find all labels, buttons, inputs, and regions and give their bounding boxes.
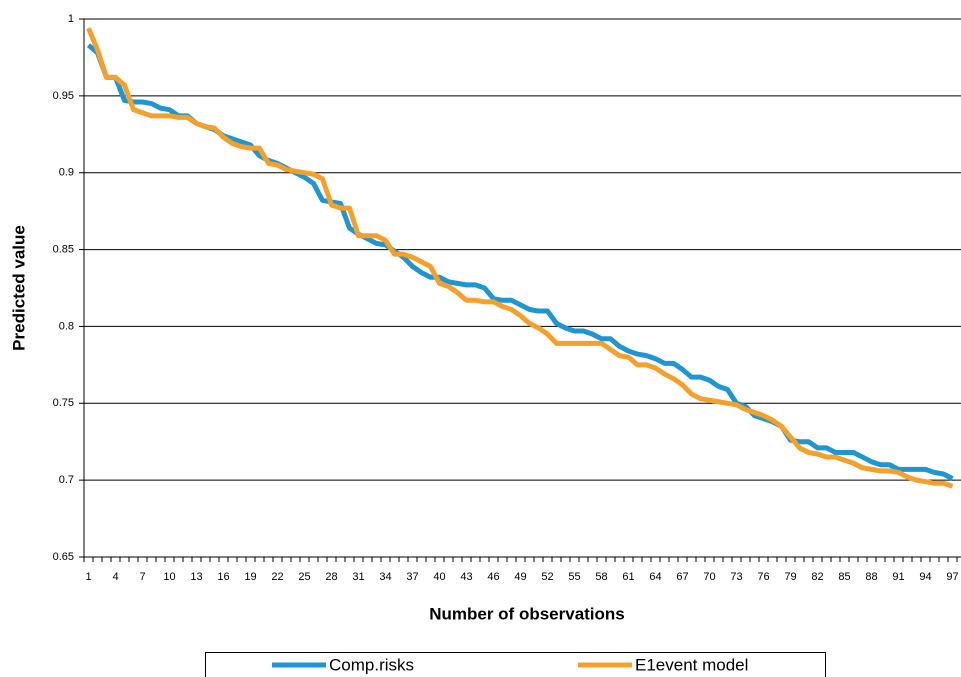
x-tick-label: 97 — [946, 571, 958, 583]
x-tick-label: 55 — [568, 571, 580, 583]
x-tick-label: 64 — [649, 571, 661, 583]
y-axis-title: Predicted value — [9, 225, 28, 351]
y-tick-label: 0.85 — [53, 243, 74, 255]
x-tick-label: 22 — [271, 571, 283, 583]
x-tick-label: 76 — [757, 571, 769, 583]
x-tick-label: 19 — [244, 571, 256, 583]
x-tick-label: 67 — [676, 571, 688, 583]
y-tick-label: 0.65 — [53, 551, 74, 563]
x-tick-label: 7 — [139, 571, 145, 583]
x-tick-label: 46 — [487, 571, 499, 583]
x-tick-label: 79 — [784, 571, 796, 583]
line-series — [86, 27, 954, 489]
y-tick-label: 1 — [68, 13, 74, 25]
x-tick-label: 52 — [541, 571, 553, 583]
x-tick-label: 13 — [190, 571, 202, 583]
x-tick-label: 73 — [730, 571, 742, 583]
x-tick-label: 34 — [379, 571, 391, 583]
x-tick-label: 28 — [325, 571, 337, 583]
x-tick-label: 31 — [352, 571, 364, 583]
x-tick-label: 4 — [112, 571, 118, 583]
y-tick-label: 0.95 — [53, 90, 74, 102]
y-tick-label: 0.9 — [59, 167, 74, 179]
x-tick-label: 1 — [85, 571, 91, 583]
x-tick-label: 82 — [811, 571, 823, 583]
x-tick-label: 91 — [892, 571, 904, 583]
x-tick-label: 85 — [838, 571, 850, 583]
legend-label: E1event model — [635, 655, 748, 674]
x-tick-label: 58 — [595, 571, 607, 583]
y-tick-label: 0.8 — [59, 320, 74, 332]
x-tick-label: 40 — [433, 571, 445, 583]
line-series — [86, 43, 954, 481]
x-axis-title: Number of observations — [429, 604, 625, 623]
legend-label: Comp.risks — [329, 655, 414, 674]
x-tick-label: 37 — [406, 571, 418, 583]
x-tick-label: 43 — [460, 571, 472, 583]
y-tick-label: 0.75 — [53, 397, 74, 409]
y-tick-label: 0.7 — [59, 474, 74, 486]
x-tick-label: 61 — [622, 571, 634, 583]
x-tick-label: 25 — [298, 571, 310, 583]
x-tick-label: 49 — [514, 571, 526, 583]
x-tick-label: 70 — [703, 571, 715, 583]
x-tick-label: 16 — [217, 571, 229, 583]
x-tick-label: 10 — [163, 571, 175, 583]
x-tick-label: 88 — [865, 571, 877, 583]
x-tick-label: 94 — [919, 571, 931, 583]
